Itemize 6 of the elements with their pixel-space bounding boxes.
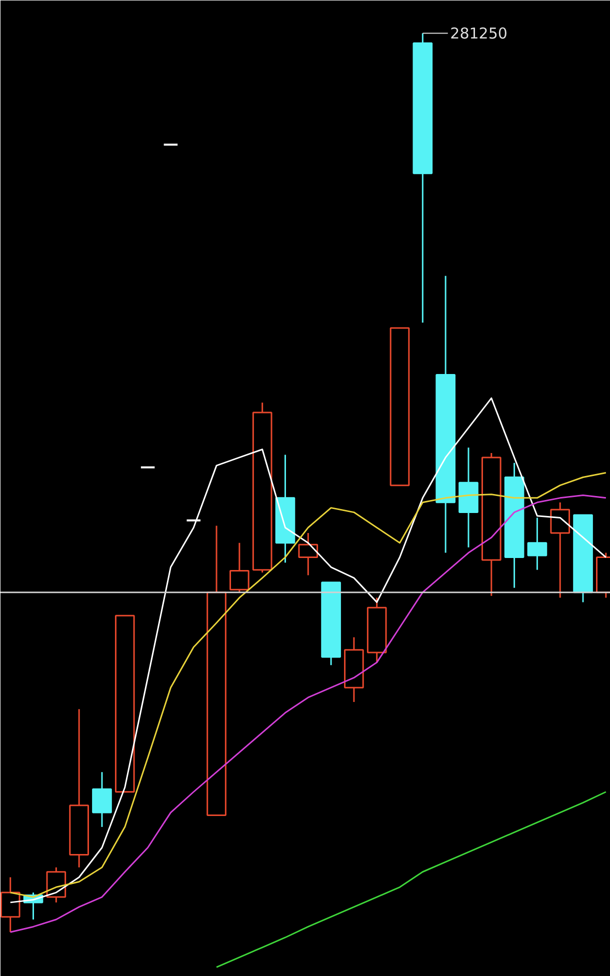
candlestick	[527, 516, 548, 571]
candlestick	[298, 532, 318, 576]
annotation: 281250	[450, 24, 508, 43]
candlestick	[550, 502, 570, 598]
candlestick	[230, 542, 250, 594]
candlestick	[92, 771, 112, 828]
